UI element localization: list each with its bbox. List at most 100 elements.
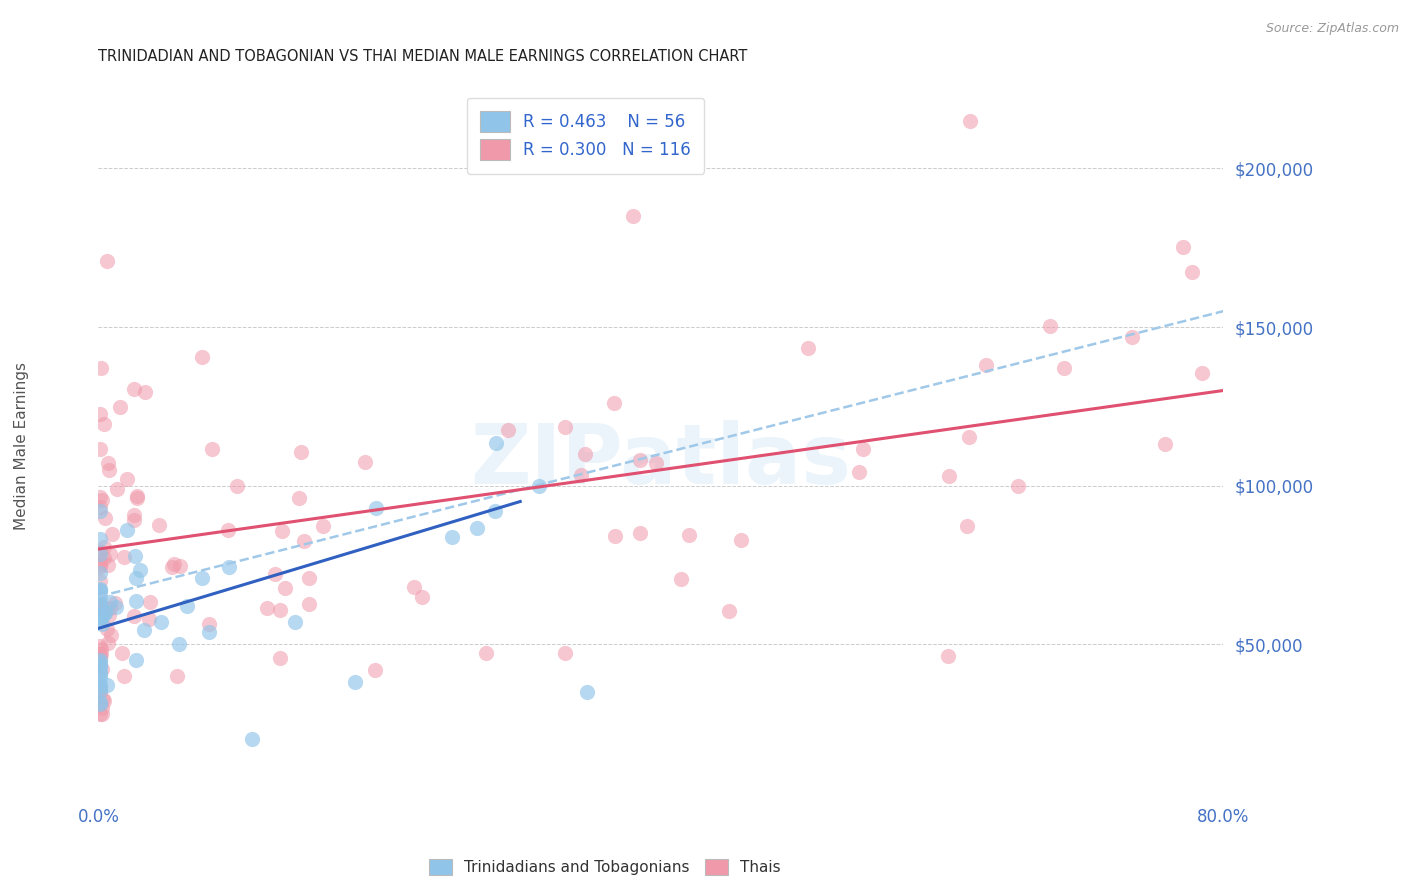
Point [217, 524, 239, 538]
Point [621, 209, 644, 223]
Point [91, 700, 114, 714]
Point [89, 566, 111, 580]
Point [98, 547, 121, 561]
Point [117, 472, 139, 486]
Point [89, 558, 111, 573]
Point [125, 594, 148, 608]
Point [90, 493, 112, 508]
Point [484, 504, 506, 518]
Point [554, 420, 576, 434]
Point [575, 685, 598, 699]
Point [411, 591, 433, 605]
Point [122, 508, 145, 522]
Point [191, 351, 214, 365]
Point [93, 417, 115, 432]
Point [717, 604, 740, 618]
Point [89, 590, 111, 604]
Point [97, 456, 120, 470]
Point [124, 382, 146, 396]
Point [93, 691, 115, 706]
Point [90, 647, 112, 661]
Point [89, 610, 111, 624]
Point [89, 545, 111, 559]
Point [101, 526, 124, 541]
Point [848, 465, 870, 479]
Point [89, 655, 111, 669]
Point [122, 513, 145, 527]
Point [93, 694, 115, 708]
Point [198, 617, 221, 632]
Point [125, 489, 148, 503]
Point [89, 683, 111, 698]
Point [90, 361, 112, 376]
Point [89, 683, 111, 698]
Point [89, 612, 111, 626]
Point [730, 533, 752, 547]
Point [89, 583, 111, 598]
Point [312, 519, 335, 533]
Point [91, 706, 114, 721]
Point [273, 581, 295, 595]
Point [125, 491, 148, 505]
Point [938, 469, 960, 483]
Point [89, 583, 111, 598]
Point [1181, 264, 1204, 278]
Point [91, 617, 114, 632]
Point [270, 524, 292, 539]
Point [366, 500, 388, 515]
Point [602, 395, 624, 409]
Point [97, 558, 120, 572]
Point [404, 581, 426, 595]
Point [440, 530, 463, 544]
Point [98, 463, 121, 477]
Point [89, 547, 111, 561]
Point [89, 500, 111, 515]
Point [89, 698, 111, 712]
Point [90, 609, 112, 624]
Point [496, 423, 519, 437]
Point [98, 595, 121, 609]
Point [89, 442, 111, 456]
Point [139, 595, 162, 609]
Point [89, 554, 111, 568]
Point [122, 609, 145, 624]
Point [269, 651, 291, 665]
Point [108, 400, 131, 414]
Point [89, 647, 111, 661]
Point [93, 550, 115, 565]
Point [89, 695, 111, 709]
Point [364, 663, 387, 677]
Point [1053, 360, 1076, 375]
Point [169, 559, 191, 574]
Point [89, 660, 111, 674]
Point [89, 504, 111, 518]
Point [89, 651, 111, 665]
Point [1171, 240, 1194, 254]
Legend: Trinidadians and Tobagonians, Thais: Trinidadians and Tobagonians, Thais [423, 854, 786, 881]
Point [603, 529, 626, 543]
Point [96, 254, 118, 268]
Point [89, 597, 111, 611]
Point [852, 442, 875, 457]
Point [628, 453, 651, 467]
Point [90, 662, 112, 676]
Point [93, 540, 115, 554]
Point [669, 572, 692, 586]
Point [112, 668, 135, 682]
Point [134, 623, 156, 637]
Point [288, 491, 311, 505]
Point [112, 549, 135, 564]
Point [89, 680, 111, 694]
Point [176, 599, 198, 613]
Point [957, 430, 980, 444]
Point [115, 523, 138, 537]
Point [91, 608, 114, 623]
Point [89, 706, 111, 721]
Point [198, 624, 221, 639]
Point [97, 636, 120, 650]
Point [96, 678, 118, 692]
Point [89, 639, 111, 653]
Point [354, 454, 377, 468]
Point [138, 612, 160, 626]
Point [1121, 330, 1143, 344]
